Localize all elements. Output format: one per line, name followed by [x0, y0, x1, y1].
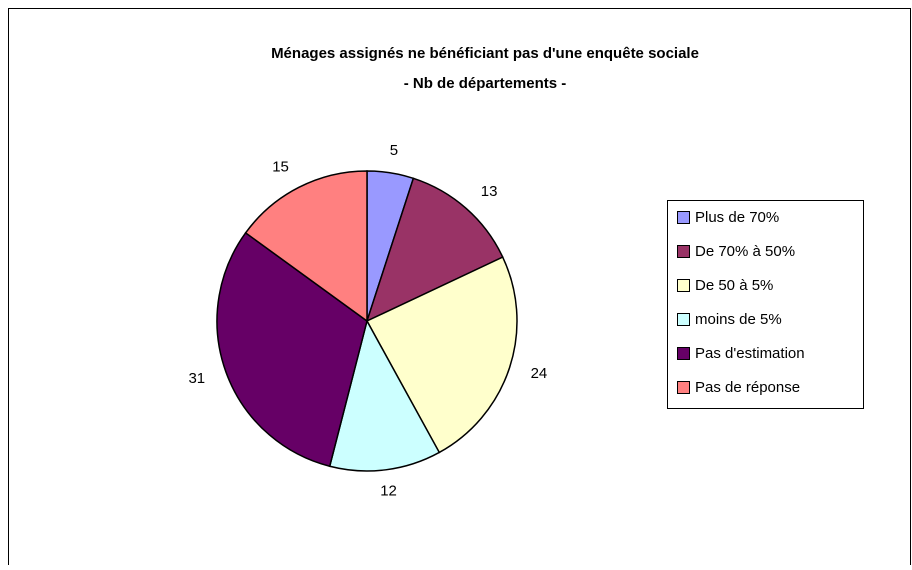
legend-box	[667, 200, 864, 409]
legend-label: De 70% à 50%	[695, 243, 795, 260]
data-label: 15	[272, 159, 289, 176]
chart-frame	[8, 8, 911, 565]
chart-subtitle: - Nb de départements -	[404, 75, 567, 92]
pie-slice	[244, 170, 368, 323]
legend-swatch	[677, 279, 690, 292]
data-label: 31	[188, 370, 205, 387]
pie-slice	[328, 318, 441, 472]
pie-slice	[216, 231, 368, 468]
data-label: 13	[481, 183, 498, 200]
legend-label: moins de 5%	[695, 311, 782, 328]
legend-label: De 50 à 5%	[695, 277, 773, 294]
legend-label: Pas de réponse	[695, 379, 800, 396]
legend-label: Pas d'estimation	[695, 345, 805, 362]
data-label: 24	[531, 365, 548, 382]
legend-swatch	[677, 313, 690, 326]
legend-swatch	[677, 211, 690, 224]
legend-swatch	[677, 245, 690, 258]
legend-swatch	[677, 381, 690, 394]
pie-slice	[365, 256, 518, 454]
legend-label: Plus de 70%	[695, 209, 779, 226]
legend-swatch	[677, 347, 690, 360]
data-label: 5	[390, 142, 398, 159]
chart-title: Ménages assignés ne bénéficiant pas d'un…	[271, 45, 699, 62]
data-label: 12	[380, 483, 397, 500]
pie-slice	[365, 177, 504, 323]
